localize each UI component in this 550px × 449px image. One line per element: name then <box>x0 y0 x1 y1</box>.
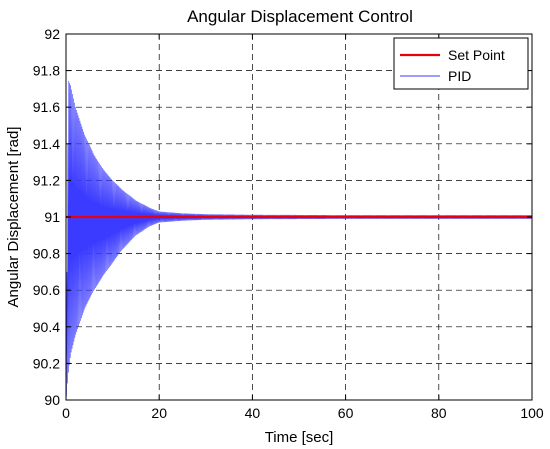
series-layer <box>65 80 533 401</box>
x-tick-labels: 0 20 40 60 80 100 <box>62 405 544 421</box>
y-tick-label: 91 <box>44 209 60 225</box>
x-tick-label: 100 <box>520 405 544 421</box>
y-tick-label: 90.8 <box>33 246 60 262</box>
y-tick-label: 92 <box>44 26 60 42</box>
y-tick-label: 91.8 <box>33 63 60 79</box>
y-tick-label: 90 <box>44 392 60 408</box>
y-tick-label: 91.4 <box>33 136 60 152</box>
y-tick-label: 90.4 <box>33 319 60 335</box>
y-axis-label: Angular Displacement [rad] <box>5 127 22 308</box>
y-tick-labels: 90 90.2 90.4 90.6 90.8 91 91.2 91.4 91.6 91.8 92 <box>33 26 60 408</box>
x-tick-label: 80 <box>431 405 447 421</box>
x-tick-label: 60 <box>338 405 354 421</box>
legend-box <box>393 37 529 90</box>
y-tick-label: 90.6 <box>33 282 60 298</box>
x-tick-label: 0 <box>62 405 70 421</box>
legend: Set Point PID <box>393 37 529 90</box>
legend-label-pid: PID <box>448 68 471 84</box>
ticks <box>65 33 533 401</box>
x-tick-label: 20 <box>151 405 167 421</box>
y-tick-label: 91.6 <box>33 99 60 115</box>
x-axis-label: Time [sec] <box>265 429 334 446</box>
y-tick-label: 90.2 <box>33 355 60 371</box>
x-tick-label: 40 <box>245 405 261 421</box>
legend-label-set-point: Set Point <box>448 47 505 63</box>
y-tick-label: 91.2 <box>33 172 60 188</box>
chart-title: Angular Displacement Control <box>187 7 413 26</box>
